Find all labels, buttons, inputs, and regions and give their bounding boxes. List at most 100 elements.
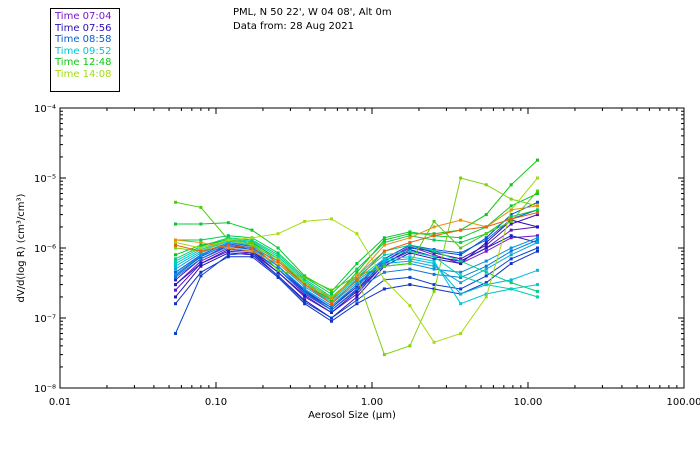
data-point bbox=[408, 255, 412, 259]
data-point bbox=[459, 236, 463, 240]
data-point bbox=[303, 219, 307, 223]
data-point bbox=[459, 176, 463, 180]
data-point bbox=[226, 234, 230, 238]
data-point bbox=[173, 267, 177, 271]
data-point bbox=[509, 287, 513, 291]
data-point bbox=[484, 283, 488, 287]
x-tick-label: 0.10 bbox=[205, 397, 227, 408]
data-point bbox=[355, 267, 359, 271]
data-point bbox=[484, 292, 488, 296]
data-point bbox=[408, 257, 412, 261]
data-point bbox=[173, 295, 177, 299]
data-point bbox=[173, 222, 177, 226]
data-point bbox=[329, 292, 333, 296]
data-point bbox=[355, 283, 359, 287]
data-point bbox=[484, 274, 488, 278]
data-point bbox=[509, 213, 513, 217]
data-point bbox=[226, 243, 230, 247]
data-point bbox=[382, 243, 386, 247]
data-point bbox=[199, 259, 203, 263]
data-point bbox=[329, 306, 333, 310]
data-point bbox=[432, 283, 436, 287]
data-point bbox=[535, 289, 539, 293]
y-tick-label: 10⁻⁸ bbox=[34, 384, 56, 395]
data-point bbox=[509, 208, 513, 212]
data-point bbox=[355, 285, 359, 289]
data-point bbox=[484, 225, 488, 229]
data-point bbox=[173, 243, 177, 247]
x-tick-label: 0.01 bbox=[49, 397, 71, 408]
data-point bbox=[535, 213, 539, 217]
data-point bbox=[250, 253, 254, 257]
data-point bbox=[484, 281, 488, 285]
data-point bbox=[382, 259, 386, 263]
data-point bbox=[355, 262, 359, 266]
data-point bbox=[199, 254, 203, 258]
data-point bbox=[303, 274, 307, 278]
data-point bbox=[250, 246, 254, 250]
data-point bbox=[382, 249, 386, 253]
data-point bbox=[509, 215, 513, 219]
data-point bbox=[484, 240, 488, 244]
data-point bbox=[199, 257, 203, 261]
data-point bbox=[484, 183, 488, 187]
data-point bbox=[173, 253, 177, 257]
data-point bbox=[432, 249, 436, 253]
data-point bbox=[484, 236, 488, 240]
data-point bbox=[432, 340, 436, 344]
data-point bbox=[382, 278, 386, 282]
data-point bbox=[408, 232, 412, 236]
data-point bbox=[355, 295, 359, 299]
data-point bbox=[432, 234, 436, 238]
data-point bbox=[226, 255, 230, 259]
data-point bbox=[459, 302, 463, 306]
data-point bbox=[509, 253, 513, 257]
data-point bbox=[276, 257, 280, 261]
data-point bbox=[355, 292, 359, 296]
series-layer bbox=[173, 158, 539, 357]
data-point bbox=[355, 302, 359, 306]
data-point bbox=[199, 243, 203, 247]
data-point bbox=[226, 236, 230, 240]
data-point bbox=[355, 281, 359, 285]
data-point bbox=[459, 287, 463, 291]
data-point bbox=[535, 192, 539, 196]
data-point bbox=[459, 218, 463, 222]
data-point bbox=[355, 278, 359, 282]
data-point bbox=[408, 304, 412, 308]
data-point bbox=[226, 221, 230, 225]
data-point bbox=[509, 281, 513, 285]
data-point bbox=[459, 262, 463, 266]
data-point bbox=[173, 288, 177, 292]
data-point bbox=[355, 289, 359, 293]
data-point bbox=[355, 232, 359, 236]
legend: Time 07:04 Time 07:56 Time 08:58 Time 09:52… bbox=[50, 8, 120, 92]
data-point bbox=[199, 274, 203, 278]
data-point bbox=[303, 293, 307, 297]
data-point bbox=[459, 292, 463, 296]
data-point bbox=[276, 259, 280, 263]
plot-frame bbox=[59, 107, 685, 389]
data-point bbox=[199, 238, 203, 242]
data-point bbox=[459, 259, 463, 263]
data-point bbox=[276, 262, 280, 266]
data-point bbox=[329, 298, 333, 302]
y-axis-title: dV/d(log R) (cm³/cm³) bbox=[16, 193, 27, 302]
data-point bbox=[535, 240, 539, 244]
data-point bbox=[329, 319, 333, 323]
data-point bbox=[173, 262, 177, 266]
data-point bbox=[303, 277, 307, 281]
data-point bbox=[484, 249, 488, 253]
data-point bbox=[355, 298, 359, 302]
data-point bbox=[173, 272, 177, 276]
data-point bbox=[303, 291, 307, 295]
data-point bbox=[329, 288, 333, 292]
data-point bbox=[484, 259, 488, 263]
legend-item: Time 07:04 bbox=[55, 11, 112, 22]
y-tick-label: 10⁻⁵ bbox=[34, 174, 56, 185]
data-point bbox=[276, 274, 280, 278]
data-point bbox=[408, 234, 412, 238]
data-point bbox=[484, 238, 488, 242]
data-point bbox=[199, 262, 203, 266]
data-point bbox=[459, 257, 463, 261]
